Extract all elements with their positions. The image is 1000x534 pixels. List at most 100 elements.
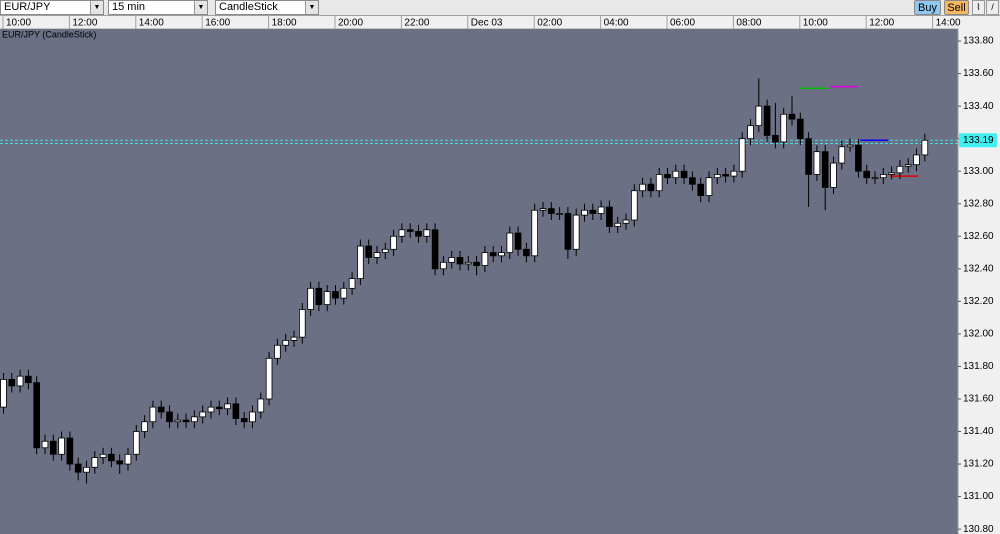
x-tick-label: 04:00 [604, 18, 629, 29]
candle-body [33, 382, 40, 449]
candle-body [788, 113, 796, 120]
candle-body [0, 379, 7, 408]
symbol-select[interactable]: EUR/JPY ▼ [0, 0, 104, 15]
y-tick-label: 131.20 [963, 459, 994, 470]
candle-body [539, 208, 547, 211]
candle-body [514, 232, 522, 250]
candle-body [249, 411, 256, 423]
x-tick-label: 22:00 [404, 18, 429, 29]
candle-body [373, 252, 381, 258]
candle-body [215, 406, 223, 410]
chart-type-select[interactable]: CandleStick ▼ [215, 0, 319, 15]
candle-body [74, 463, 82, 473]
x-tick-label: Dec 03 [471, 18, 503, 29]
plot-area [0, 29, 958, 534]
y-tick-label: 131.00 [963, 491, 994, 502]
y-tick-label: 133.80 [963, 36, 994, 47]
candle-body [415, 230, 422, 237]
candle-body [357, 245, 364, 279]
indicator-icon[interactable]: ⌇ [972, 0, 985, 15]
x-tick-label: 06:00 [670, 18, 695, 29]
candle-body [307, 287, 314, 310]
x-tick-label: 14:00 [936, 18, 961, 29]
y-tick-label: 132.00 [963, 329, 994, 340]
candle-body [846, 144, 854, 148]
dropdown-arrow[interactable]: ▼ [305, 1, 318, 14]
candle-body [323, 291, 331, 306]
candle-body [149, 406, 157, 423]
sell-button[interactable]: Sell [944, 0, 969, 15]
candle-body [713, 174, 721, 179]
draw-icon[interactable]: / [986, 0, 999, 15]
candle-body [274, 344, 281, 359]
candle-body [697, 183, 705, 196]
candle-body [896, 165, 904, 174]
chart-type: CandleStick [219, 1, 278, 13]
candle-body [191, 416, 198, 423]
candle-body [838, 146, 846, 164]
candle-body [348, 278, 356, 289]
dropdown-arrow[interactable]: ▼ [194, 1, 207, 14]
candle-body [747, 125, 754, 140]
candle-body [913, 154, 920, 166]
candle-body [398, 229, 406, 237]
candle-body [473, 261, 480, 266]
candle-body [863, 170, 871, 179]
candle-body [199, 411, 206, 418]
candle-body [855, 144, 862, 172]
candle-body [332, 291, 339, 299]
x-tick-label: 14:00 [139, 18, 164, 29]
candle-body [49, 440, 57, 455]
y-tick-label: 132.80 [963, 198, 994, 209]
candle-body [406, 229, 414, 232]
x-tick-label: 16:00 [205, 18, 230, 29]
candle-body [166, 411, 173, 423]
candle-body [423, 229, 431, 237]
candle-body [265, 357, 273, 400]
candle-body [298, 309, 306, 338]
candle-body [141, 421, 148, 432]
candle-body [232, 403, 240, 419]
interval-select[interactable]: 15 min ▼ [108, 0, 208, 15]
buy-button[interactable]: Buy [914, 0, 941, 15]
candle-body [506, 232, 514, 253]
interval: 15 min [112, 1, 146, 13]
candle-body [672, 170, 680, 179]
y-tick-label: 131.40 [963, 426, 994, 437]
candle-body [606, 206, 613, 227]
dropdown-arrow[interactable]: ▼ [90, 1, 103, 14]
candle-body [680, 170, 688, 179]
candle-body [821, 151, 829, 188]
candle-body [904, 164, 912, 167]
x-tick-label: 12:00 [72, 18, 97, 29]
candle-body [630, 190, 638, 221]
candle-body [888, 172, 895, 175]
candle-body [730, 170, 738, 177]
candle-body [66, 437, 74, 465]
candle-body [157, 406, 165, 413]
y-tick-label: 132.60 [963, 231, 994, 242]
candle-body [224, 403, 231, 410]
candle-body [340, 287, 348, 299]
candle-body [738, 138, 746, 172]
candle-body [639, 183, 646, 192]
candle-body [207, 406, 215, 413]
candle-body [83, 466, 90, 473]
x-tick-label: 12:00 [869, 18, 894, 29]
price-axis-bg [958, 29, 1000, 534]
candle-body [689, 177, 696, 185]
y-tick-label: 133.60 [963, 68, 994, 79]
candle-body [547, 208, 555, 214]
candle-body [589, 209, 597, 214]
candle-body [581, 209, 588, 216]
toolbar: EUR/JPY ▼ 15 min ▼ CandleStick ▼ Buy Sell ⌇… [0, 0, 1000, 16]
candle-body [240, 418, 248, 423]
candle-body [772, 135, 779, 143]
candle-body [921, 139, 929, 156]
candle-body [381, 248, 389, 253]
candle-body [8, 379, 16, 387]
candle-body [722, 174, 729, 177]
last-price-box [959, 133, 997, 148]
candle-body [440, 261, 447, 270]
